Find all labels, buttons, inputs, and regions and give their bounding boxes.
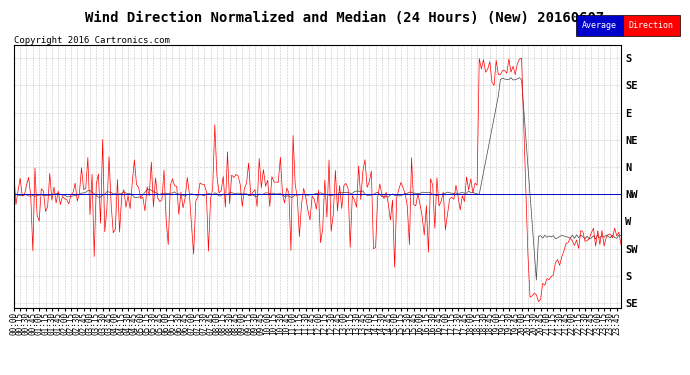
Text: Wind Direction Normalized and Median (24 Hours) (New) 20160607: Wind Direction Normalized and Median (24… bbox=[86, 11, 604, 25]
Text: Average: Average bbox=[582, 21, 617, 30]
Text: Copyright 2016 Cartronics.com: Copyright 2016 Cartronics.com bbox=[14, 36, 170, 45]
Text: Direction: Direction bbox=[629, 21, 674, 30]
